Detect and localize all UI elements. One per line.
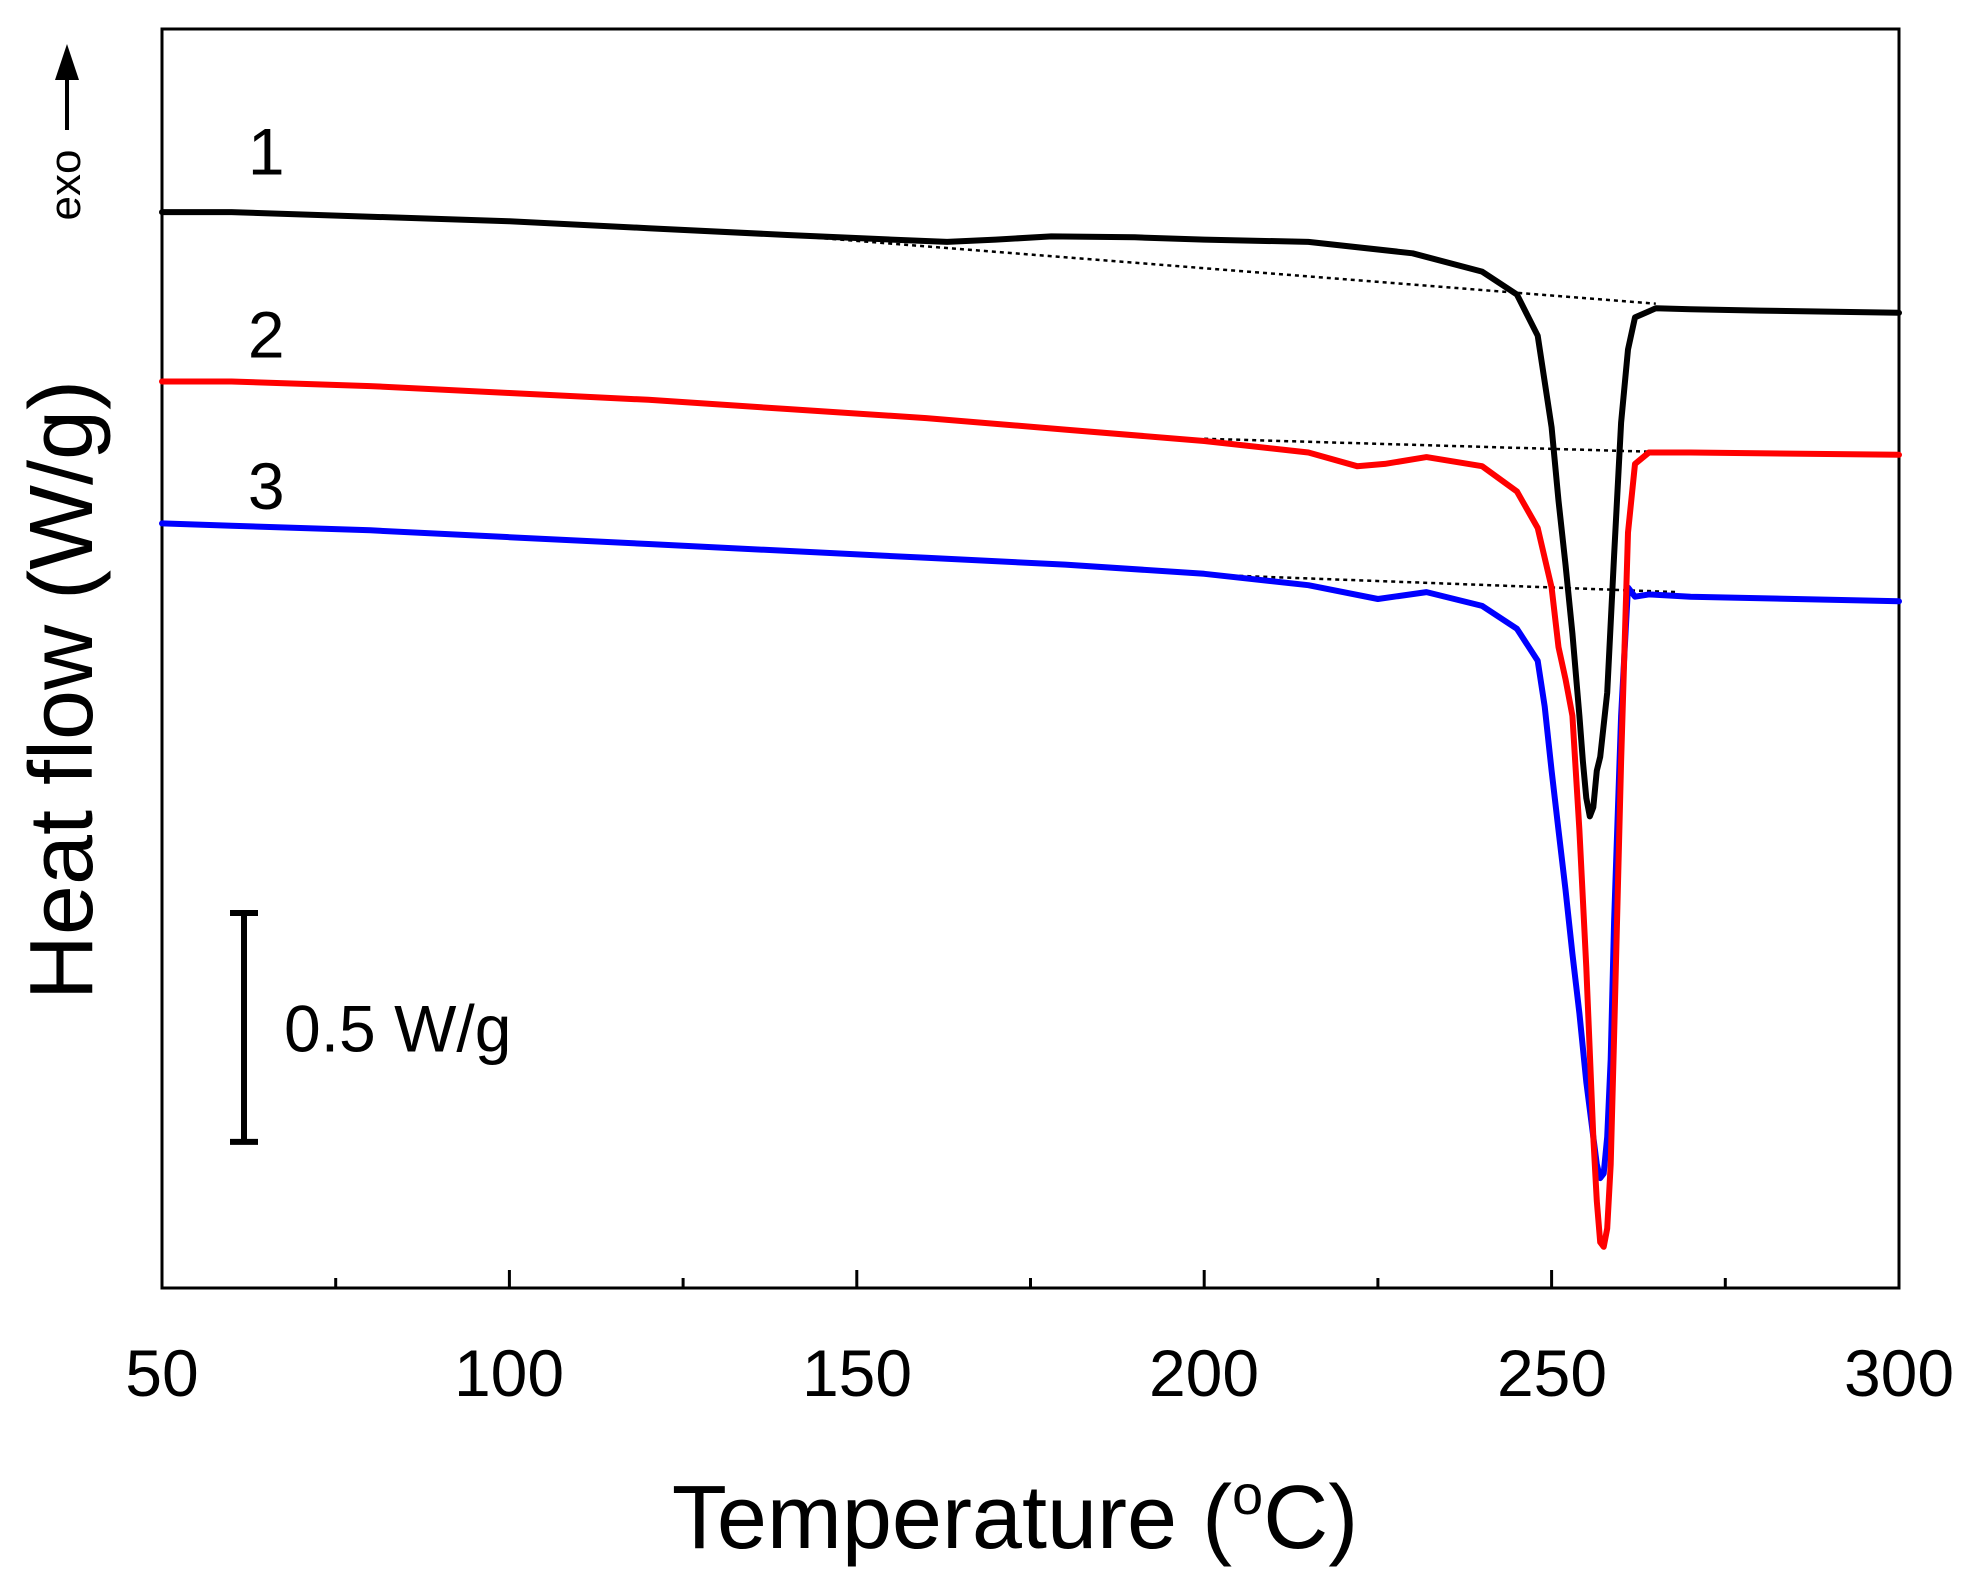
x-tick-label: 50 [125, 1336, 198, 1410]
curve-label-1: 1 [248, 115, 285, 189]
y-axis-title: Heat flow (W/g) [12, 380, 112, 1000]
x-axis-title: Temperature (oC) [672, 1463, 1358, 1568]
curve-labels: 1 2 3 [248, 115, 285, 523]
curve-label-3: 3 [248, 449, 285, 523]
exo-indicator: exo [41, 44, 90, 220]
baseline-3 [1183, 572, 1677, 594]
scale-bar: 0.5 W/g [230, 910, 511, 1145]
curve-label-2: 2 [248, 298, 285, 372]
baseline-2 [1204, 437, 1677, 454]
exo-arrow-icon [55, 44, 79, 80]
x-tick-label: 150 [802, 1336, 912, 1410]
baseline-lines [752, 231, 1677, 594]
baseline-1 [752, 231, 1656, 305]
x-tick-label: 200 [1149, 1336, 1259, 1410]
x-tick-labels: 50 100 150 200 250 300 [125, 1336, 1954, 1410]
series-line-2 [159, 378, 1902, 1250]
series-line-1 [159, 209, 1902, 820]
x-axis-ticks [160, 1270, 1901, 1288]
x-tick-label: 250 [1497, 1336, 1607, 1410]
series-line-3 [159, 520, 1902, 1182]
series-lines [159, 209, 1902, 1250]
x-tick-label: 300 [1844, 1336, 1954, 1410]
scale-bar-label: 0.5 W/g [284, 991, 511, 1065]
exo-label: exo [41, 150, 90, 221]
x-tick-label: 100 [454, 1336, 564, 1410]
